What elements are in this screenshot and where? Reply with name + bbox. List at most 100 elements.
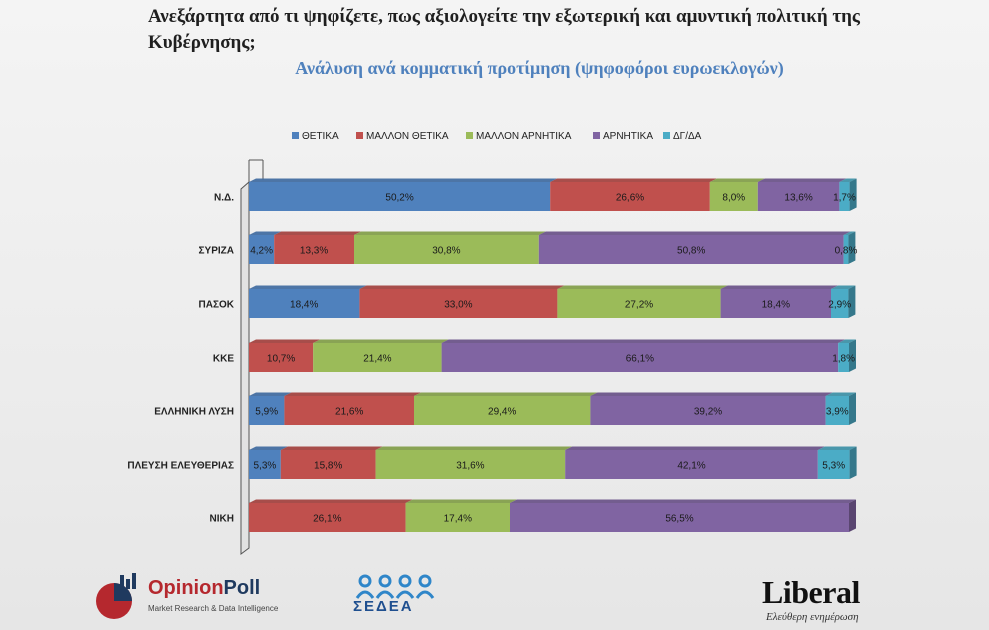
bar-top-face xyxy=(843,231,856,235)
value-label: 15,8% xyxy=(314,461,342,472)
bar-side-face xyxy=(848,231,856,264)
bar-top-face xyxy=(249,178,558,182)
bar-top-face xyxy=(274,231,361,235)
category-labels: Ν.Δ. ΣΥΡΙΖΑ ΠΑΣΟΚ ΚΚΕ ΕΛΛΗΝΙΚΗ ΛΥΣΗ ΠΛΕΥΣΗ ΕΛ… xyxy=(127,193,234,525)
bar-top-face xyxy=(405,499,517,503)
bar-top-face xyxy=(817,446,857,450)
chart-bars xyxy=(249,178,857,532)
value-label: 29,4% xyxy=(488,407,516,418)
bar-segment xyxy=(565,450,818,479)
bar-segment xyxy=(838,343,849,372)
value-label: 17,4% xyxy=(444,514,472,525)
category-label: Ν.Δ. xyxy=(214,193,234,204)
value-label: 27,2% xyxy=(625,300,653,311)
bar-segment xyxy=(249,182,551,211)
bar-segment xyxy=(414,396,591,425)
bar-top-face xyxy=(590,392,833,396)
opinionpoll-logo: OpinionPoll Market Research & Data Intel… xyxy=(92,573,302,623)
legend-label: ΔΓ/ΔΑ xyxy=(673,131,702,142)
legend-swatch xyxy=(663,132,670,139)
category-label: ΕΛΛΗΝΙΚΗ ΛΥΣΗ xyxy=(154,407,234,418)
value-label: 13,3% xyxy=(300,246,328,257)
bar-segment xyxy=(825,396,849,425)
bar-segment xyxy=(249,289,360,318)
value-label: 3,9% xyxy=(826,407,849,418)
value-label: 56,5% xyxy=(665,514,693,525)
value-label: 13,6% xyxy=(784,193,812,204)
legend-swatch xyxy=(466,132,473,139)
value-label: 18,4% xyxy=(762,300,790,311)
value-label: 30,8% xyxy=(432,246,460,257)
bar-top-face xyxy=(375,446,573,450)
bar-segment xyxy=(757,182,840,211)
chart-axis xyxy=(240,159,264,555)
bar-side-face xyxy=(848,285,856,318)
bar-segment xyxy=(839,182,850,211)
value-label: 0,8% xyxy=(835,246,858,257)
axis-wall xyxy=(240,180,250,555)
liberal-tagline: Ελεύθερη ενημέρωση xyxy=(766,611,859,623)
liberal-name: Liberal xyxy=(762,574,860,610)
legend-swatch xyxy=(356,132,363,139)
bar-segment xyxy=(249,396,285,425)
bar-segment xyxy=(249,343,314,372)
bar-side-face xyxy=(849,178,857,211)
opinionpoll-name-part2: Poll xyxy=(223,577,261,599)
bar-top-face xyxy=(313,339,449,343)
bar-top-face xyxy=(831,285,856,289)
value-label: 2,9% xyxy=(828,300,851,311)
bar-top-face xyxy=(249,339,321,343)
bar-segment xyxy=(405,503,510,532)
bar-top-face xyxy=(354,231,546,235)
bar-segment xyxy=(720,289,831,318)
bar-top-face xyxy=(284,392,421,396)
bar-segment xyxy=(831,289,849,318)
value-label: 5,3% xyxy=(254,461,277,472)
bar-segment xyxy=(249,450,281,479)
sedea-name: ΣΕΔΕΑ xyxy=(353,598,414,615)
legend-label: ΜΑΛΛΟΝ ΑΡΝΗΤΙΚΑ xyxy=(476,131,572,142)
value-label: 39,2% xyxy=(694,407,722,418)
value-label: 33,0% xyxy=(444,300,472,311)
bar-top-face xyxy=(441,339,846,343)
value-label: 21,6% xyxy=(335,407,363,418)
bar-segment xyxy=(375,450,566,479)
legend-label: ΘΕΤΙΚΑ xyxy=(302,131,339,142)
legend-swatch xyxy=(593,132,600,139)
liberal-logo: Liberal Ελεύθερη ενημέρωση xyxy=(762,574,902,626)
chart-legend: ΘΕΤΙΚΑ ΜΑΛΛΟΝ ΘΕΤΙΚΑ ΜΑΛΛΟΝ ΑΡΝΗΤΙΚΑ ΑΡΝΗΤΙ… xyxy=(292,131,702,142)
value-label: 66,1% xyxy=(626,354,654,365)
bar-top-face xyxy=(510,499,856,503)
bar-side-face xyxy=(849,499,856,532)
bar-top-face xyxy=(359,285,565,289)
opinionpoll-name-part1: Opinion xyxy=(148,577,224,599)
value-label: 26,1% xyxy=(313,514,341,525)
bar-segment xyxy=(441,343,839,372)
bar-segment xyxy=(313,343,442,372)
bar-top-face xyxy=(825,392,856,396)
value-label: 31,6% xyxy=(456,461,484,472)
bar-top-face xyxy=(757,178,847,182)
bar-top-face xyxy=(557,285,728,289)
opinionpoll-emblem-icon xyxy=(96,573,136,619)
category-label: ΚΚΕ xyxy=(213,354,234,365)
bar-top-face xyxy=(249,446,288,450)
bar-top-face xyxy=(709,178,765,182)
bar-segment xyxy=(817,450,850,479)
bar-top-face xyxy=(249,285,367,289)
legend-label: ΜΑΛΛΟΝ ΘΕΤΙΚΑ xyxy=(366,131,449,142)
bar-top-face xyxy=(720,285,838,289)
bar-top-face xyxy=(550,178,717,182)
bar-side-face xyxy=(849,446,857,479)
category-label: ΣΥΡΙΖΑ xyxy=(199,246,234,257)
bar-segment xyxy=(510,503,849,532)
bar-segment xyxy=(550,182,710,211)
bar-top-face xyxy=(565,446,825,450)
value-label: 4,2% xyxy=(250,246,273,257)
legend-swatch xyxy=(292,132,299,139)
value-label: 10,7% xyxy=(267,354,295,365)
legend-label: ΑΡΝΗΤΙΚΑ xyxy=(603,131,653,142)
chart-title: Ανεξάρτητα από τι ψηφίζετε, πως αξιολογε… xyxy=(148,6,860,53)
value-label: 26,6% xyxy=(616,193,644,204)
sedea-logo: ΣΕΔΕΑ xyxy=(345,572,445,622)
